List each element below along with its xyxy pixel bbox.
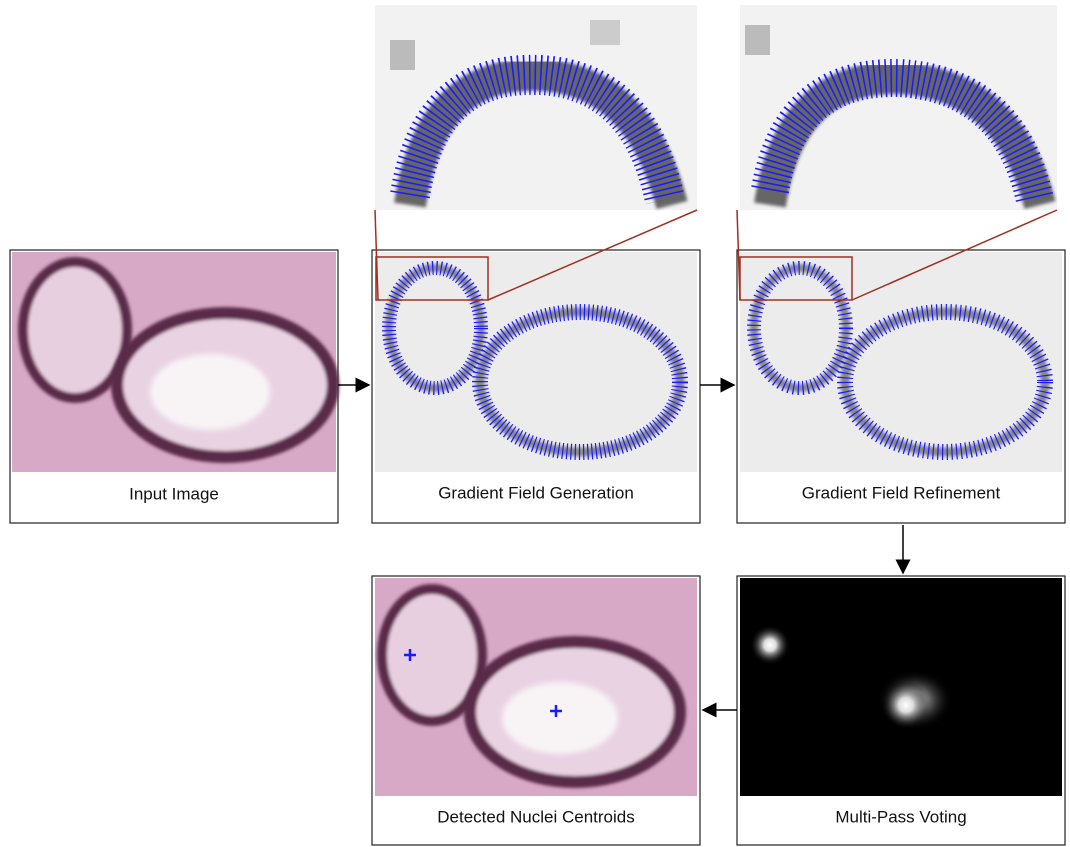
panel-label: Multi-Pass Voting — [835, 807, 966, 826]
page: Input Image Gradient Field Generation Gr… — [0, 0, 1070, 847]
gradient-generation-image — [375, 252, 697, 472]
nucleus-center — [150, 354, 270, 430]
panel-label: Gradient Field Refinement — [802, 483, 1001, 502]
panel-label: Detected Nuclei Centroids — [437, 807, 634, 826]
gray-background — [740, 252, 1062, 472]
detected-image — [375, 578, 697, 796]
panel-label: Gradient Field Generation — [438, 483, 634, 502]
nucleus-center — [502, 682, 618, 754]
gradient-refinement-image — [740, 252, 1062, 472]
pixel — [590, 20, 620, 45]
pixel — [745, 25, 770, 55]
voting-image — [740, 578, 1062, 796]
vote-peak — [882, 681, 930, 729]
pipeline-diagram: Input Image Gradient Field Generation Gr… — [0, 0, 1070, 847]
input-image — [12, 252, 336, 472]
panel-label: Input Image — [129, 484, 219, 503]
zoom-inset-refinement — [740, 5, 1057, 210]
nucleus-ring — [23, 262, 127, 398]
vote-peak — [750, 625, 790, 665]
zoom-inset-generation — [375, 5, 697, 210]
pixel — [390, 40, 415, 70]
